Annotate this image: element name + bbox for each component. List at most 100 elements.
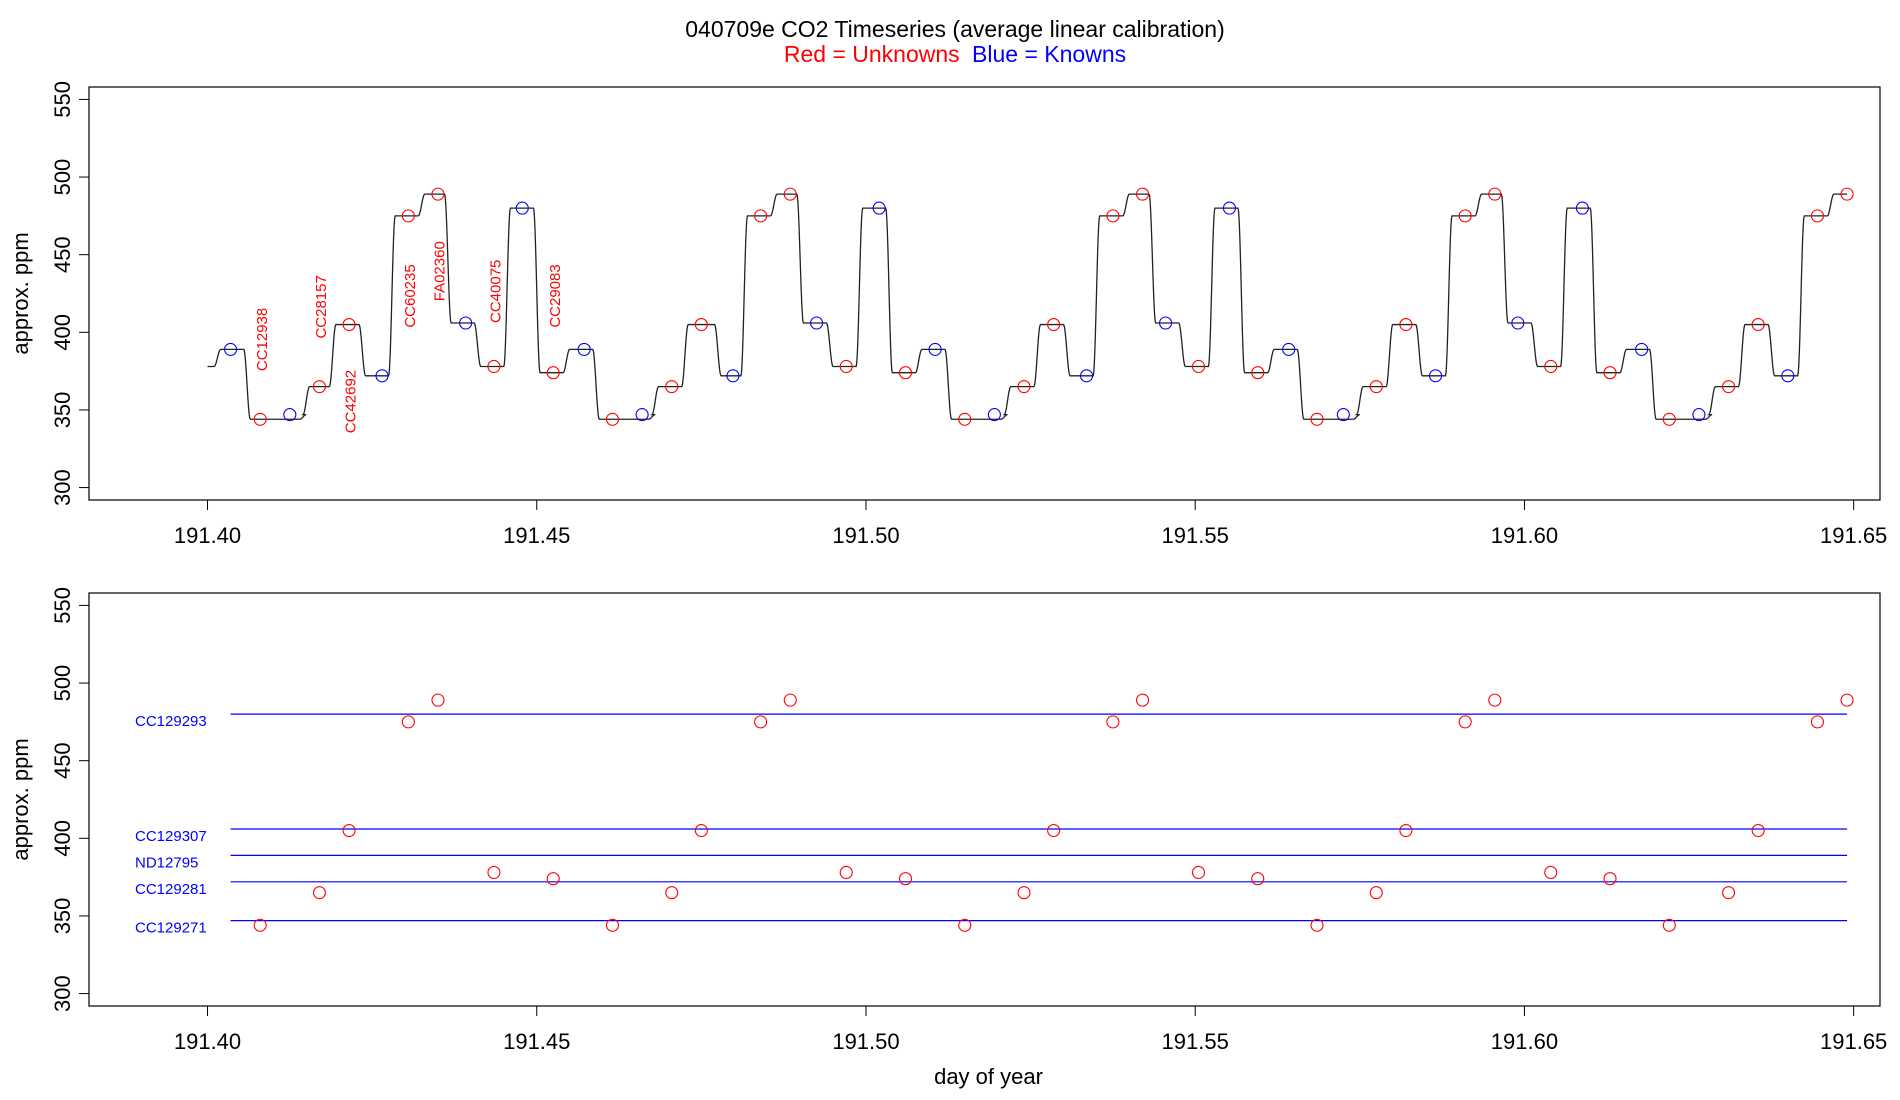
data-point [1106, 209, 1120, 223]
y-tick-label: 500 [50, 665, 75, 702]
data-point [605, 412, 620, 426]
sample-id-label: CC60235 [402, 264, 419, 327]
data-point [1428, 369, 1443, 383]
data-point [928, 342, 942, 356]
data-point [1369, 380, 1383, 394]
data-point [312, 886, 327, 900]
x-axis-label: day of year [934, 1064, 1043, 1089]
data-point [635, 408, 649, 422]
data-point [312, 380, 327, 394]
x-tick-label: 191.45 [503, 1029, 570, 1054]
y-tick-label: 300 [50, 975, 75, 1012]
data-point [665, 886, 679, 900]
data-point [1662, 412, 1676, 426]
y-tick-label: 400 [50, 820, 75, 857]
data-point [958, 412, 972, 426]
data-point [898, 366, 913, 380]
data-point [665, 380, 679, 394]
bottom-calibration-panel: 191.40 191.45 191.50 191.55 191.60 191.653003… [8, 587, 1887, 1089]
data-point [1458, 715, 1472, 729]
data-point [1544, 865, 1558, 880]
reference-line-label: CC129271 [135, 920, 207, 937]
data-point [224, 342, 238, 356]
data-point [839, 865, 853, 880]
x-tick-label: 191.60 [1491, 523, 1558, 548]
data-point [1369, 886, 1383, 900]
data-point [1488, 187, 1502, 201]
x-tick-label: 191.55 [1162, 523, 1229, 548]
data-point [1722, 886, 1736, 900]
data-point [694, 824, 708, 838]
data-point [1781, 369, 1795, 383]
reference-lines: CC129293 CC129307 ND12795 CC129281 CC129271 [135, 713, 1848, 937]
data-point [1135, 693, 1150, 707]
data-point [1810, 209, 1824, 223]
data-point [1251, 366, 1265, 380]
point-series [253, 187, 1854, 426]
data-point [342, 318, 356, 332]
plot-frame [88, 86, 1881, 501]
data-point [431, 187, 445, 201]
data-point [1251, 872, 1265, 886]
y-axis-label: approx. ppm [8, 232, 33, 354]
data-point [810, 316, 824, 330]
data-point [1458, 209, 1472, 223]
legend-knowns: Blue = Knowns [972, 41, 1126, 67]
data-point [1191, 865, 1206, 880]
x-axis: 191.40 191.45 191.50 191.55 191.60 191.65 [174, 1006, 1887, 1054]
data-point [783, 187, 797, 201]
sample-annotations: CC12938 CC28157 CC42692 CC60235 FA02360 CC400… [254, 241, 564, 433]
data-point [375, 369, 389, 383]
data-point [431, 693, 445, 707]
y-tick-label: 300 [50, 469, 75, 506]
data-point [1840, 693, 1854, 707]
data-point [1047, 318, 1061, 332]
plot-frame [88, 592, 1881, 1007]
data-point [401, 209, 415, 223]
legend-unknowns: Red = Unknowns [784, 41, 960, 67]
sample-id-label: FA02360 [432, 241, 449, 301]
data-point [872, 201, 886, 215]
data-point [546, 872, 560, 886]
y-tick-label: 350 [50, 392, 75, 429]
sample-id-label: CC42692 [343, 370, 360, 433]
x-tick-label: 191.60 [1491, 1029, 1558, 1054]
data-point [1310, 918, 1324, 932]
data-point [1840, 187, 1854, 201]
data-point [1603, 366, 1617, 380]
data-point [1336, 408, 1350, 422]
y-axis-label: approx. ppm [8, 738, 33, 860]
x-tick-label: 191.65 [1820, 523, 1887, 548]
reference-line-label: CC129307 [135, 828, 207, 845]
data-point [1399, 318, 1413, 332]
data-point [987, 408, 1001, 422]
x-tick-label: 191.50 [832, 1029, 899, 1054]
y-tick-label: 450 [50, 236, 75, 273]
data-point [898, 872, 913, 886]
y-tick-label: 400 [50, 314, 75, 351]
data-point [253, 412, 267, 426]
point-series [224, 201, 1795, 422]
data-point [253, 918, 267, 932]
data-point [1399, 824, 1413, 838]
figure-titles: 040709e CO2 Timeseries (average linear c… [685, 16, 1225, 67]
data-point [783, 693, 797, 707]
figure-title: 040709e CO2 Timeseries (average linear c… [685, 16, 1225, 42]
x-tick-label: 191.40 [174, 1029, 241, 1054]
data-point [1159, 316, 1173, 330]
data-point [1575, 201, 1589, 215]
data-point [1017, 380, 1031, 394]
data-point [515, 201, 529, 215]
data-point [726, 369, 740, 383]
data-point [1106, 715, 1120, 729]
y-tick-label: 350 [50, 898, 75, 935]
sample-id-label: CC29083 [547, 264, 564, 327]
data-point [546, 366, 560, 380]
sample-id-label: CC12938 [254, 308, 271, 371]
x-tick-label: 191.40 [174, 523, 241, 548]
data-point [1511, 316, 1525, 330]
data-point [1722, 380, 1736, 394]
x-tick-label: 191.45 [503, 523, 570, 548]
data-point [1662, 918, 1676, 932]
